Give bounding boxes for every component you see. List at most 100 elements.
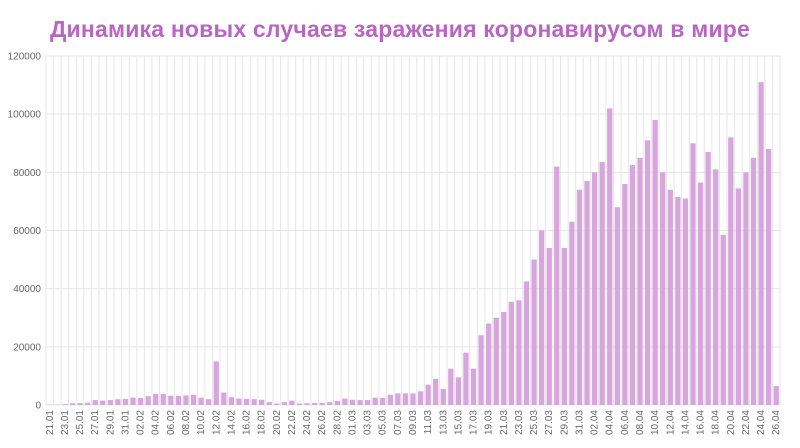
bar-29.02 (342, 398, 348, 405)
bar-23.04 (750, 157, 757, 405)
bar-18.02 (259, 399, 265, 405)
bar-05.02 (160, 393, 166, 405)
x-tick-label: 14.04 (680, 410, 691, 435)
bar-17.03 (470, 368, 477, 405)
bar-16.04 (697, 182, 704, 405)
x-tick-label: 31.01 (120, 410, 131, 435)
bar-29.03 (561, 247, 567, 405)
bar-13.02 (221, 392, 227, 405)
bar-01.03 (349, 399, 356, 405)
y-axis: 0 20000 40000 60000 80000 100000 120000 (8, 52, 42, 412)
bar-14.04 (682, 198, 689, 405)
x-tick-label: 06.02 (166, 410, 177, 435)
bar-10.04 (652, 119, 658, 405)
x-tick-label: 29.01 (105, 410, 116, 435)
bar-12.02 (213, 361, 219, 406)
bar-05.03 (380, 398, 386, 405)
bar-26.03 (538, 230, 545, 405)
bar-18.04 (713, 169, 719, 405)
bar-25.02 (311, 402, 318, 405)
bar-24.03 (523, 281, 530, 405)
bar-27.02 (327, 402, 333, 405)
x-tick-label: 02.02 (136, 410, 147, 435)
bar-01.02 (130, 397, 136, 405)
x-tick-label: 18.04 (711, 410, 722, 435)
x-tick-label: 04.04 (605, 410, 616, 435)
bar-16.03 (463, 352, 469, 405)
bar-20.03 (493, 317, 499, 405)
bar-15.03 (455, 377, 462, 405)
y-tick-label: 20000 (13, 342, 41, 353)
x-tick-label: 29.03 (559, 410, 570, 435)
bar-12.04 (667, 189, 673, 405)
bar-22.04 (743, 172, 749, 405)
bar-28.03 (554, 166, 560, 405)
x-tick-label: 25.01 (75, 410, 86, 435)
x-tick-label: 08.02 (181, 410, 192, 435)
bar-07.02 (175, 395, 182, 405)
bar-27.03 (546, 247, 552, 405)
x-tick-label: 16.04 (696, 410, 707, 435)
bar-25.03 (531, 259, 537, 405)
x-tick-label: 19.03 (484, 410, 495, 435)
x-tick-label: 26.02 (317, 410, 328, 435)
bar-09.04 (644, 140, 651, 405)
bar-25.04 (766, 149, 772, 405)
bar-15.02 (236, 398, 242, 405)
bar-28.01 (100, 400, 106, 405)
x-tick-label: 25.03 (529, 410, 540, 435)
x-tick-label: 17.03 (469, 410, 480, 435)
x-axis: 21.01 23.01 25.01 27.01 29.01 31.01 02.02 04.02… (45, 410, 782, 435)
x-tick-label: 02.04 (590, 410, 601, 435)
x-tick-label: 23.03 (514, 410, 525, 435)
bar-16.02 (243, 398, 250, 405)
x-tick-label: 11.03 (423, 410, 434, 435)
bar-31.01 (122, 398, 129, 405)
y-tick-label: 60000 (13, 226, 41, 237)
bar-17.02 (251, 399, 257, 405)
bar-04.02 (153, 393, 159, 405)
bar-19.04 (720, 234, 726, 405)
bar-22.03 (508, 301, 515, 405)
bar-23.01 (62, 404, 68, 405)
bar-24.04 (758, 82, 764, 406)
bar-01.04 (584, 181, 590, 405)
bar-14.03 (448, 368, 454, 405)
bar-15.04 (690, 143, 696, 405)
bar-02.02 (137, 398, 144, 405)
bar-07.03 (395, 393, 401, 405)
bar-06.02 (168, 395, 174, 405)
y-tick-label: 0 (35, 401, 41, 412)
bar-24.02 (304, 403, 310, 405)
bar-14.02 (228, 397, 235, 405)
x-tick-label: 08.04 (635, 410, 646, 435)
bar-23.03 (516, 300, 522, 405)
bar-30.01 (115, 399, 121, 405)
y-tick-label: 100000 (8, 110, 42, 121)
bar-10.03 (417, 391, 424, 405)
x-tick-label: 22.04 (741, 410, 752, 435)
bar-11.03 (425, 384, 431, 405)
x-tick-label: 31.03 (574, 410, 585, 435)
bar-20.04 (728, 137, 734, 405)
grid (45, 55, 781, 406)
x-tick-label: 28.02 (332, 410, 343, 435)
bar-04.04 (607, 108, 613, 405)
y-tick-label: 120000 (8, 52, 42, 63)
bar-25.01 (77, 402, 83, 405)
bar-21.02 (281, 402, 288, 405)
bar-18.03 (478, 335, 484, 405)
y-tick-label: 80000 (13, 168, 41, 179)
x-tick-label: 23.01 (60, 410, 71, 435)
bar-29.01 (107, 400, 113, 405)
x-tick-label: 07.03 (393, 410, 404, 435)
x-tick-label: 01.03 (347, 410, 358, 435)
x-tick-label: 05.03 (378, 410, 389, 435)
x-tick-label: 12.04 (665, 410, 676, 435)
x-tick-label: 10.02 (196, 410, 207, 435)
x-tick-label: 06.04 (620, 410, 631, 435)
bar-09.03 (410, 393, 416, 405)
x-tick-label: 04.02 (151, 410, 162, 435)
bar-02.04 (591, 172, 598, 405)
